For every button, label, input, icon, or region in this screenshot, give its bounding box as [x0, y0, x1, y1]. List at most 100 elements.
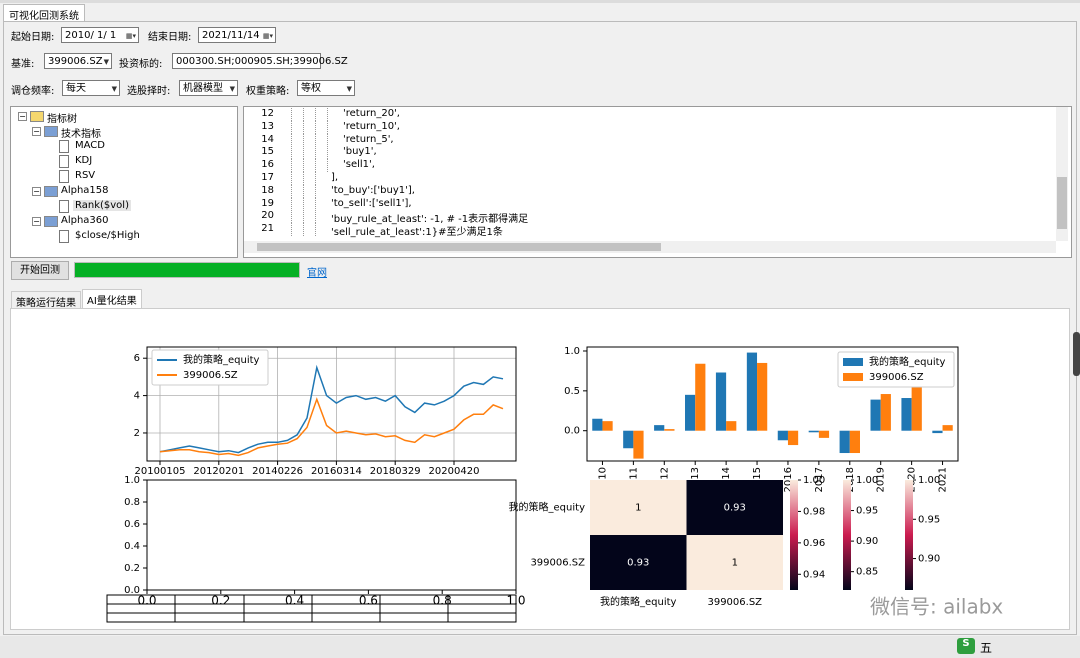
window-tab[interactable]: 可视化回测系统: [3, 4, 85, 24]
legend-swatch: [843, 373, 863, 381]
bar: [870, 399, 881, 431]
code-line: ],: [331, 172, 339, 183]
targets-value: 000300.SH;000905.SH;399006.SZ: [176, 56, 348, 67]
tab[interactable]: 策略运行结果: [11, 291, 81, 311]
selection-combo[interactable]: 机器模型 ▼: [179, 80, 238, 96]
bar: [849, 430, 860, 454]
bar: [911, 386, 922, 431]
file-icon: [59, 200, 69, 213]
legend-label: 399006.SZ: [869, 372, 924, 383]
bar: [654, 425, 665, 431]
tree-label[interactable]: $close/$High: [75, 230, 140, 241]
indent-guide: [303, 133, 304, 147]
x-tick-label: 20180329: [370, 466, 421, 477]
y-tick-label: 0.8: [124, 497, 140, 508]
y-tick-label: 6: [134, 353, 140, 364]
tree-label[interactable]: Alpha158: [61, 185, 109, 196]
start-value: 2010/ 1/ 1: [65, 30, 117, 41]
ime-icon[interactable]: S: [957, 638, 975, 654]
v-scrollbar[interactable]: [1056, 107, 1068, 241]
x-tick-label: 20160314: [311, 466, 362, 477]
h-scroll-thumb[interactable]: [257, 243, 661, 251]
line-number: 14: [261, 133, 274, 145]
file-icon: [59, 170, 69, 183]
tree-expander[interactable]: −: [32, 187, 41, 196]
benchmark-value: 399006.SZ: [48, 56, 103, 67]
heat-cell: [590, 480, 687, 535]
line-number: 15: [261, 146, 274, 158]
x-tick-label: 2017: [814, 467, 825, 492]
bar: [787, 430, 799, 446]
tree-expander[interactable]: −: [32, 217, 41, 226]
legend-label: 我的策略_equity: [183, 353, 260, 366]
indent-guide: [291, 159, 292, 173]
line-number: 13: [261, 120, 274, 132]
indent-guide: [315, 223, 316, 237]
line-number: 16: [261, 159, 274, 171]
website-link[interactable]: 官网: [307, 268, 327, 279]
code-line: 'sell1',: [343, 159, 375, 171]
tree-label[interactable]: 指标树: [47, 114, 77, 125]
heat-cell: [686, 535, 783, 590]
indicator-tree[interactable]: − 指标树 − 技术指标 MACD KDJ RSV − Alpha158 Rank($vol) − A…: [10, 106, 238, 258]
indent-guide: [315, 120, 316, 134]
colorbar-label: 0.90: [918, 554, 940, 565]
indent-guide: [303, 184, 304, 198]
code-line: 'sell_rule_at_least':1}#至少满足1条: [331, 227, 503, 239]
file-icon: [59, 155, 69, 168]
tree-label[interactable]: Rank($vol): [73, 200, 131, 211]
indent-guide: [291, 197, 292, 211]
calendar-icon: ▦▾: [125, 32, 136, 40]
weight-combo[interactable]: 等权 ▼: [297, 80, 355, 96]
colorbar-label: 0.95: [856, 506, 878, 517]
tree-expander[interactable]: −: [32, 127, 41, 136]
bar: [602, 421, 613, 431]
h-scrollbar[interactable]: [244, 241, 1056, 253]
tree-label[interactable]: KDJ: [75, 155, 93, 166]
legend-label: 我的策略_equity: [869, 355, 946, 368]
tree-label[interactable]: Alpha360: [61, 215, 109, 226]
rebalance-combo[interactable]: 每天 ▼: [62, 80, 120, 96]
colorbar-label: 1.00: [803, 475, 825, 486]
y-tick-label: 2: [134, 428, 140, 439]
tree-expander[interactable]: −: [18, 112, 27, 121]
legend-box: [837, 351, 955, 388]
benchmark-combo[interactable]: 399006.SZ ▼: [44, 53, 112, 69]
weight-value: 等权: [301, 83, 321, 94]
tree-label[interactable]: RSV: [75, 170, 96, 181]
x-tick-label: 20100105: [135, 466, 186, 477]
taskbar: S 五: [0, 636, 1080, 658]
tree-label[interactable]: MACD: [75, 140, 105, 151]
x-tick-label: 2014: [721, 467, 732, 492]
targets-input[interactable]: 000300.SH;000905.SH;399006.SZ: [172, 53, 348, 69]
end-date[interactable]: 2021/11/14 ▦▾: [198, 27, 276, 43]
selection-label: 选股择时:: [127, 86, 171, 97]
tab[interactable]: AI量化结果: [82, 289, 142, 309]
x-tick-label: 20200420: [429, 466, 480, 477]
file-icon: [59, 230, 69, 243]
y-tick-label: 1.0: [564, 346, 580, 357]
v-scroll-thumb[interactable]: [1057, 177, 1067, 229]
line-number: 18: [261, 184, 274, 196]
ime-mode[interactable]: 五: [980, 641, 993, 655]
x-tick-label: 2012: [659, 467, 670, 492]
x-tick-label: 2018: [845, 467, 856, 492]
indent-guide: [315, 159, 316, 173]
watermark: 微信号: ailabx: [870, 595, 1003, 619]
bar: [818, 430, 830, 438]
code-editor[interactable]: 12 'return_20', 13 'return_10', 14 'return_5'…: [243, 106, 1072, 258]
side-handle[interactable]: [1073, 332, 1080, 376]
cell-label: 1: [732, 558, 738, 569]
tree-label[interactable]: 技术指标: [61, 129, 101, 140]
indent-guide: [291, 184, 292, 198]
line-number: 21: [261, 223, 274, 235]
indent-guide: [291, 108, 292, 121]
run-button[interactable]: 开始回测: [11, 261, 69, 280]
weight-label: 权重策略:: [246, 86, 290, 97]
indent-guide: [327, 108, 328, 121]
heat-cell: [686, 480, 783, 535]
x-tick-label: 20120201: [193, 466, 244, 477]
indent-guide: [303, 172, 304, 185]
start-date[interactable]: 2010/ 1/ 1 ▦▾: [61, 27, 139, 43]
bar: [839, 430, 850, 454]
